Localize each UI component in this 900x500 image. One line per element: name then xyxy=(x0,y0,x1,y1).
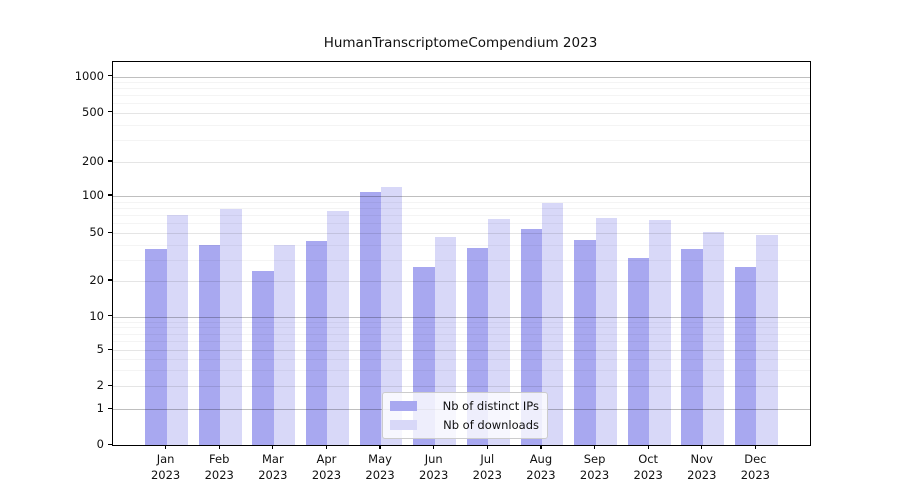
x-tick-label-feb: Feb 2023 xyxy=(204,452,234,482)
y-tick-label-1: 1 xyxy=(96,401,104,416)
bar-downloads-dec xyxy=(756,235,778,445)
bar-distinct-ips-sep xyxy=(574,239,596,445)
x-tick-mark-jun xyxy=(433,445,435,450)
x-tick-mark-dec xyxy=(754,445,756,450)
x-tick-label-oct: Oct 2023 xyxy=(633,452,663,482)
chart-title: HumanTranscriptomeCompendium 2023 xyxy=(323,35,598,51)
y-tick-mark-2 xyxy=(108,384,112,386)
y-tick-label-10: 10 xyxy=(89,308,104,323)
bar-downloads-sep xyxy=(595,218,617,445)
bar-downloads-oct xyxy=(649,219,671,445)
bar-distinct-ips-oct xyxy=(627,258,650,445)
x-tick-mark-mar xyxy=(272,445,274,450)
bar-downloads-nov xyxy=(702,232,725,445)
x-tick-mark-jan xyxy=(165,445,167,450)
legend-swatch-distinct-ips xyxy=(390,401,417,411)
y-tick-mark-5 xyxy=(108,348,112,350)
x-tick-mark-oct xyxy=(647,445,649,450)
y-tick-label-50: 50 xyxy=(89,225,104,240)
legend: Nb of distinct IPs Nb of downloads xyxy=(382,392,548,439)
bar-downloads-apr xyxy=(327,211,349,445)
y-tick-mark-1000 xyxy=(108,75,112,77)
legend-label-distinct-ips: Nb of distinct IPs xyxy=(442,399,539,413)
bar-distinct-ips-nov xyxy=(681,248,703,445)
x-tick-label-jul: Jul 2023 xyxy=(472,452,502,482)
bar-distinct-ips-dec xyxy=(734,267,757,445)
x-tick-label-sep: Sep 2023 xyxy=(579,452,610,482)
y-tick-label-5: 5 xyxy=(96,342,104,357)
x-tick-mark-nov xyxy=(701,445,703,450)
bar-distinct-ips-apr xyxy=(306,241,328,445)
bar-distinct-ips-may xyxy=(359,192,382,445)
plot-area: Nb of distinct IPs Nb of downloads xyxy=(112,61,811,446)
x-tick-label-aug: Aug 2023 xyxy=(526,452,556,482)
legend-item-downloads: Nb of downloads xyxy=(390,418,539,432)
y-tick-mark-10 xyxy=(108,315,112,317)
x-tick-label-jan: Jan 2023 xyxy=(150,452,181,482)
bar-distinct-ips-jan xyxy=(145,248,167,445)
x-tick-mark-may xyxy=(379,445,381,450)
x-tick-label-may: May 2023 xyxy=(365,452,395,482)
x-tick-mark-jul xyxy=(486,445,488,450)
bar-downloads-jan xyxy=(166,215,188,445)
y-tick-mark-20 xyxy=(108,279,112,281)
bar-distinct-ips-feb xyxy=(198,244,221,445)
legend-item-distinct-ips: Nb of distinct IPs xyxy=(390,399,539,413)
y-tick-label-20: 20 xyxy=(89,272,104,287)
bar-distinct-ips-aug xyxy=(520,229,542,445)
bar-downloads-may xyxy=(381,186,403,445)
y-tick-label-1000: 1000 xyxy=(74,68,104,83)
y-tick-mark-200 xyxy=(108,160,112,162)
x-tick-label-dec: Dec 2023 xyxy=(740,452,771,482)
x-tick-label-mar: Mar 2023 xyxy=(258,452,288,482)
y-tick-mark-100 xyxy=(108,194,112,196)
x-tick-label-jun: Jun 2023 xyxy=(419,452,449,482)
y-tick-mark-50 xyxy=(108,231,112,233)
legend-label-downloads: Nb of downloads xyxy=(443,418,539,432)
x-tick-mark-aug xyxy=(540,445,542,450)
y-tick-label-500: 500 xyxy=(82,104,104,119)
bars-layer xyxy=(113,62,810,445)
y-tick-mark-1 xyxy=(108,407,112,409)
y-tick-mark-500 xyxy=(108,111,112,113)
bar-distinct-ips-mar xyxy=(252,271,274,445)
x-tick-label-nov: Nov 2023 xyxy=(687,452,717,482)
bar-downloads-mar xyxy=(273,244,296,445)
bar-downloads-feb xyxy=(220,208,242,445)
y-tick-mark-0 xyxy=(108,443,112,445)
y-tick-label-0: 0 xyxy=(96,437,104,451)
bar-downloads-aug xyxy=(541,202,564,445)
x-tick-mark-apr xyxy=(325,445,328,450)
legend-swatch-downloads xyxy=(390,420,417,430)
bar-downloads-jul xyxy=(488,219,510,445)
y-tick-label-200: 200 xyxy=(82,153,104,168)
y-tick-label-2: 2 xyxy=(96,378,104,393)
x-tick-label-apr: Apr 2023 xyxy=(311,452,342,482)
x-tick-mark-sep xyxy=(593,445,596,450)
x-tick-mark-feb xyxy=(218,445,220,450)
y-tick-label-100: 100 xyxy=(82,187,104,202)
